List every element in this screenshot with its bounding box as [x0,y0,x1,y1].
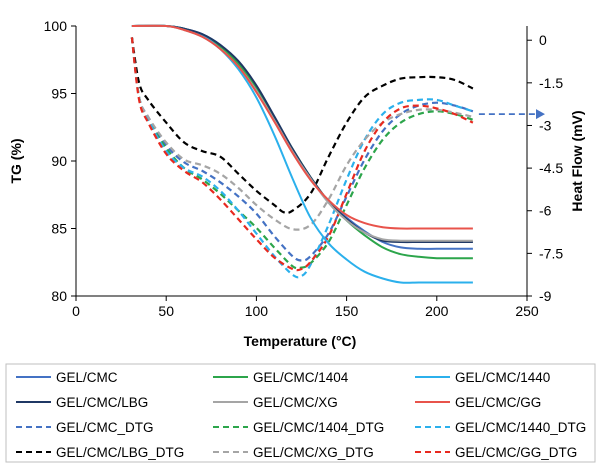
x-tick-label: 150 [335,303,359,319]
legend-label: GEL/CMC/1404_DTG [253,420,384,435]
legend-label: GEL/CMC/LBG [56,395,148,410]
series-line-gel-cmc-1440 [131,24,473,284]
series-line-gel-cmc-xg-dtg [130,37,474,231]
annotation-arrow-head [536,109,545,120]
y-left-tick-label: 100 [44,18,68,34]
y-right-tick-label: -1.5 [539,75,563,91]
ticks: 0 50 100 150 200 250 80 85 90 95 100 0 -1.5 -3 -4.5 -6 -… [44,18,564,319]
x-tick-label: 250 [515,303,539,319]
y-right-tick-label: -7.5 [539,245,563,261]
legend-item: GEL/CMC [16,370,118,385]
y-right-tick-label: -6 [539,203,552,219]
legend-label: GEL/CMC/XG_DTG [253,445,374,460]
legend-item: GEL/CMC/1404_DTG [213,420,384,435]
legend-label: GEL/CMC/XG [253,395,338,410]
legend-item: GEL/CMC/1440 [415,370,550,385]
series-line-gel-cmc-lbg [131,24,473,244]
legend-item: GEL/CMC_DTG [16,420,154,435]
legend-item: GEL/CMC/LBG [16,395,148,410]
legend-label: GEL/CMC/1440 [455,370,550,385]
legend-label: GEL/CMC_DTG [56,420,154,435]
series-line-gel-cmc-gg-dtg [130,37,474,272]
x-axis-title: Temperature (°C) [244,333,357,349]
y-right-tick-label: -4.5 [539,160,563,176]
axes [75,26,528,297]
legend-item: GEL/CMC/LBG_DTG [16,445,184,460]
y-left-axis-title: TG (%) [8,138,24,183]
x-tick-label: 200 [425,303,449,319]
y-left-tick-label: 80 [51,288,67,304]
legend-box [5,363,596,463]
plot-area [130,24,545,284]
legend-item: GEL/CMC/GG_DTG [415,445,577,460]
series-line-gel-cmc-1404-dtg [130,37,474,270]
series-line-gel-cmc-dtg [130,37,474,262]
y-right-tick-label: 0 [539,32,547,48]
legend-item: GEL/CMC/1440_DTG [415,420,586,435]
legend-label: GEL/CMC/1404 [253,370,349,385]
legend-label: GEL/CMC [56,370,118,385]
legend-label: GEL/CMC/GG_DTG [455,445,577,460]
legend-label: GEL/CMC/LBG_DTG [56,445,184,460]
legend-item: GEL/CMC/XG_DTG [213,445,374,460]
legend-label: GEL/CMC/1440_DTG [455,420,586,435]
x-tick-label: 50 [158,303,174,319]
y-left-tick-label: 95 [51,86,67,102]
series-line-gel-cmc [131,24,473,250]
series-line-gel-cmc-lbg-dtg [130,37,474,215]
y-left-tick-label: 85 [51,221,67,237]
legend-item: GEL/CMC/GG [415,395,541,410]
y-right-tick-label: -3 [539,117,552,133]
legend-label: GEL/CMC/GG [455,395,541,410]
y-left-tick-label: 90 [51,153,67,169]
legend-item: GEL/CMC/XG [213,395,338,410]
y-right-tick-label: -9 [539,288,552,304]
legend: GEL/CMC GEL/CMC/1404 GEL/CMC/1440 GEL/CMC/L… [5,363,596,463]
series-line-gel-cmc-1440-dtg [130,37,474,279]
series-line-gel-cmc-gg [131,24,473,230]
y-right-axis-title: Heat Flow (mV) [569,110,585,211]
legend-item: GEL/CMC/1404 [213,370,349,385]
series-line-gel-cmc-xg [131,24,473,242]
x-tick-label: 100 [245,303,269,319]
x-tick-label: 0 [72,303,80,319]
